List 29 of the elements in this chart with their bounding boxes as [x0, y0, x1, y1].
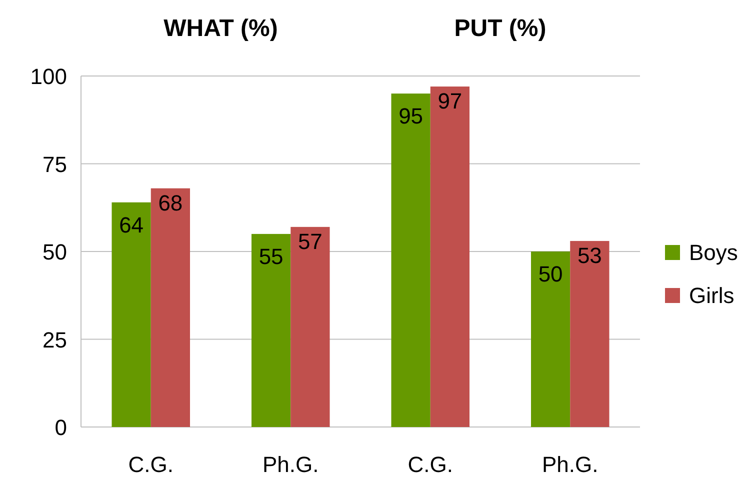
y-tick-label: 25	[42, 327, 67, 352]
y-tick-label: 75	[42, 152, 67, 177]
x-tick-label: C.G.	[128, 452, 174, 477]
bar	[530, 252, 570, 427]
x-tick-label: C.G.	[408, 452, 453, 477]
data-label: 64	[119, 212, 144, 238]
legend-label: Girls	[689, 283, 734, 308]
x-tick-label: Ph.G.	[262, 452, 319, 477]
data-label: 97	[438, 88, 462, 114]
bar	[290, 226, 330, 427]
data-label: 55	[258, 244, 284, 269]
data-label: 57	[298, 228, 322, 254]
bar	[251, 234, 291, 427]
y-tick-label: 100	[30, 64, 67, 89]
y-tick-label: 50	[42, 240, 67, 264]
data-label: 53	[577, 242, 602, 268]
text: WHAT (%)	[164, 15, 278, 42]
bar	[570, 240, 610, 427]
data-label: 95	[398, 104, 424, 129]
x-tick-label: Ph.G.	[542, 452, 598, 477]
bar	[430, 86, 470, 427]
legend-label: Boys	[689, 240, 738, 265]
data-label: 50	[538, 262, 563, 286]
data-label: 68	[158, 190, 183, 216]
bar	[112, 202, 151, 427]
y-tick-label: 0	[54, 415, 67, 440]
text: PUT (%)	[454, 15, 546, 42]
bar	[391, 94, 430, 427]
bar	[150, 188, 190, 427]
